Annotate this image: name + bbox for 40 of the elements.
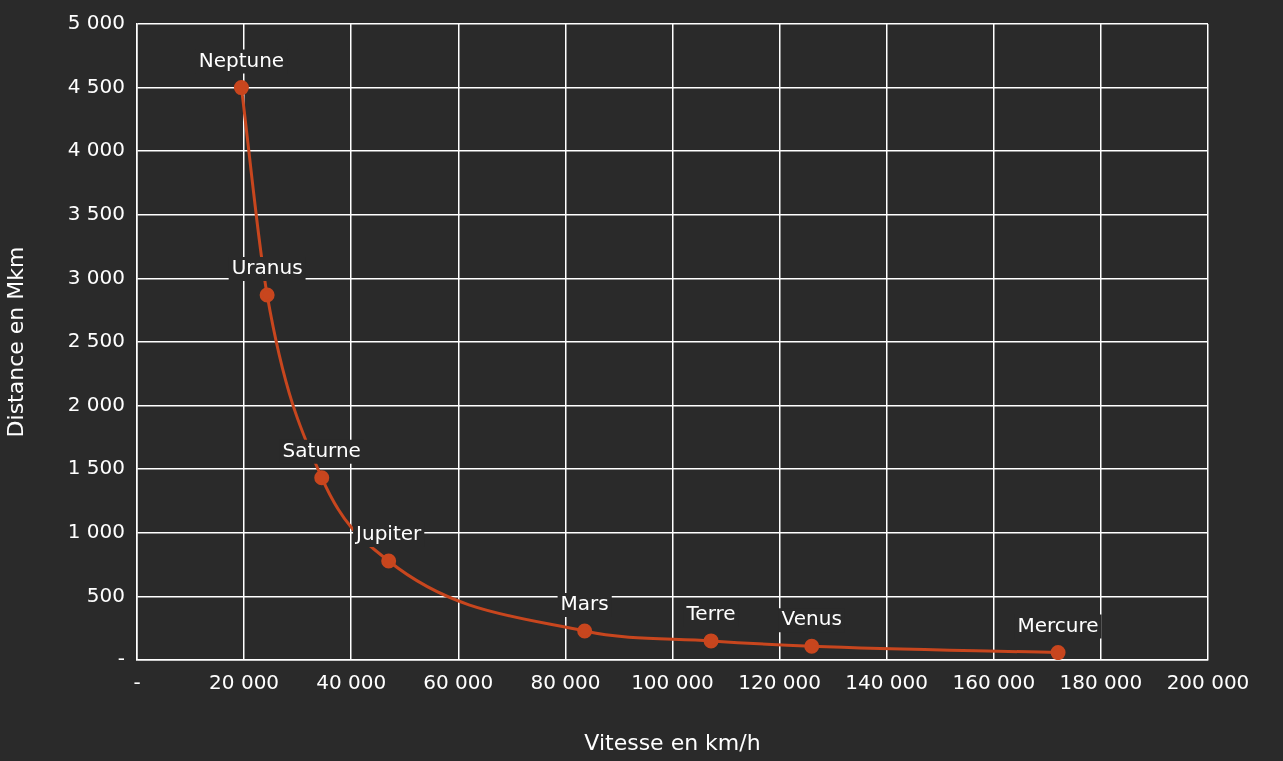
point bbox=[804, 638, 820, 654]
x-tick-label: 40 000 bbox=[316, 670, 387, 695]
annotation: Terre bbox=[685, 601, 736, 626]
point bbox=[381, 553, 397, 569]
x-tick-label: 120 000 bbox=[738, 670, 821, 695]
annotation: Venus bbox=[781, 606, 842, 631]
x-tick-label: 160 000 bbox=[952, 670, 1036, 695]
y-axis-title: Distance en Mkm bbox=[2, 246, 28, 438]
y-tick-label: - bbox=[117, 646, 125, 671]
y-tick-label: 5 000 bbox=[67, 10, 125, 35]
x-tick-label: 140 000 bbox=[845, 670, 929, 695]
x-tick-label: 200 000 bbox=[1166, 670, 1250, 695]
point bbox=[1050, 645, 1066, 660]
y-tick-label: 2 000 bbox=[67, 391, 125, 416]
annotation: Neptune bbox=[198, 47, 285, 72]
annotation: Mercure bbox=[1017, 612, 1099, 637]
point bbox=[233, 80, 249, 96]
y-tick-label: 2 500 bbox=[67, 328, 125, 353]
point bbox=[703, 633, 719, 649]
y-tick-label: 3 500 bbox=[67, 201, 125, 225]
x-tick-label: 100 000 bbox=[631, 670, 714, 695]
x-tick-label: 60 000 bbox=[423, 670, 494, 695]
y-tick-label: 4 500 bbox=[67, 73, 125, 98]
point bbox=[259, 287, 275, 303]
x-tick-label: 80 000 bbox=[530, 670, 601, 695]
y-tick-label: 1 500 bbox=[67, 455, 125, 480]
point bbox=[314, 470, 330, 486]
x-tick-label: - bbox=[133, 670, 141, 695]
y-tick-label: 4 000 bbox=[67, 137, 125, 162]
point bbox=[577, 623, 593, 639]
x-axis-title: Vitesse en km/h bbox=[584, 729, 761, 755]
y-tick-label: 1 000 bbox=[67, 519, 125, 543]
y-tick-label: 500 bbox=[86, 582, 125, 607]
annotation: Mars bbox=[560, 591, 609, 616]
x-tick-label: 180 000 bbox=[1059, 670, 1143, 695]
x-tick-label: 20 000 bbox=[209, 670, 280, 695]
annotation: Jupiter bbox=[354, 521, 423, 546]
y-tick-label: 3 000 bbox=[67, 264, 125, 289]
annotation: Saturne bbox=[282, 437, 361, 462]
annotation: Uranus bbox=[231, 255, 303, 280]
